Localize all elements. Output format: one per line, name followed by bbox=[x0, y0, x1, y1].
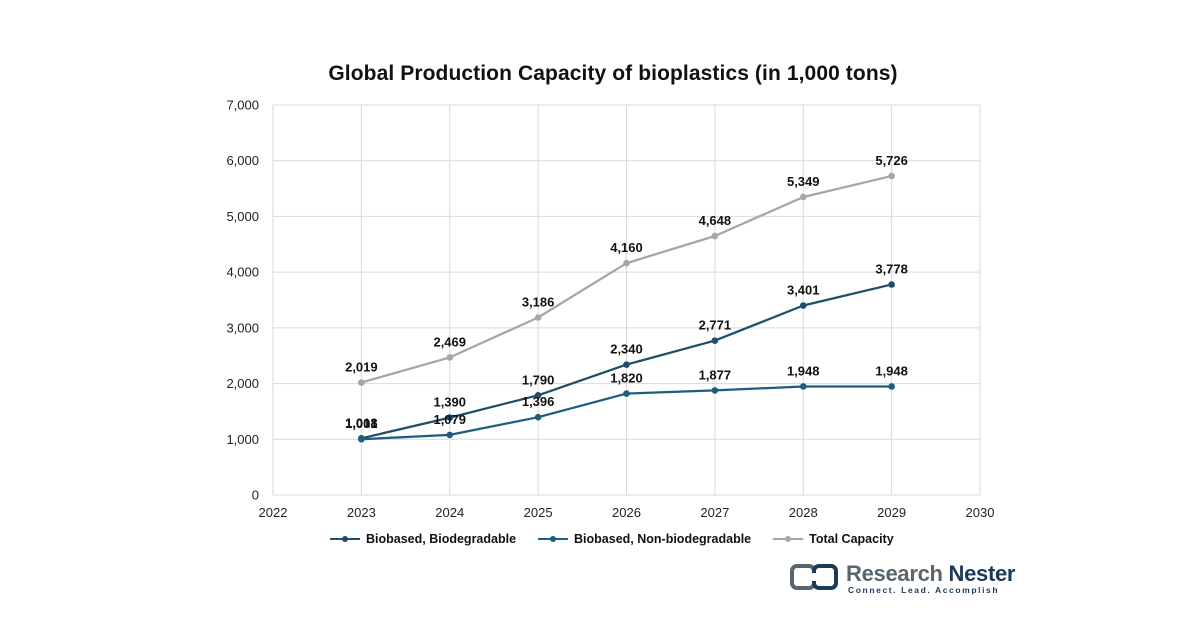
y-tick-label: 6,000 bbox=[226, 153, 259, 168]
y-tick-label: 2,000 bbox=[226, 376, 259, 391]
data-point bbox=[799, 302, 807, 309]
legend-label-series-1: Biobased, Biodegradable bbox=[366, 532, 517, 546]
data-point bbox=[623, 390, 630, 397]
legend-swatch-series-3 bbox=[773, 534, 804, 544]
data-label: 1,079 bbox=[433, 412, 466, 427]
y-tick-label: 3,000 bbox=[226, 320, 259, 335]
data-point bbox=[711, 337, 719, 344]
data-point bbox=[888, 172, 895, 180]
x-tick-label: 2027 bbox=[700, 505, 729, 520]
data-point bbox=[711, 232, 719, 240]
legend-label-series-2: Biobased, Non-biodegradable bbox=[574, 532, 752, 546]
data-label: 1,396 bbox=[522, 394, 555, 409]
y-tick-label: 4,000 bbox=[226, 265, 259, 280]
legend-item-series-1: Biobased, Biodegradable bbox=[330, 532, 516, 546]
x-tick-label: 2024 bbox=[435, 505, 464, 520]
data-label: 3,401 bbox=[787, 283, 820, 298]
data-point bbox=[711, 387, 719, 394]
brand-logo: Research Nester Connect. Lead. Accomplis… bbox=[788, 560, 1015, 596]
y-tick-label: 7,000 bbox=[226, 98, 259, 113]
x-tick-label: 2026 bbox=[612, 505, 641, 520]
data-label: 1,948 bbox=[787, 363, 820, 378]
data-point bbox=[623, 259, 630, 267]
x-tick-label: 2030 bbox=[966, 505, 995, 520]
y-tick-label: 1,000 bbox=[226, 432, 259, 447]
brand-name-part1: Research bbox=[846, 561, 949, 586]
data-point bbox=[799, 193, 807, 201]
brand-tagline: Connect. Lead. Accomplish bbox=[848, 585, 1000, 595]
legend-item-series-2: Biobased, Non-biodegradable bbox=[538, 532, 751, 546]
data-label: 1,790 bbox=[522, 372, 555, 387]
chart-legend: Biobased, Biodegradable Biobased, Non-bi… bbox=[330, 532, 894, 546]
data-point bbox=[534, 413, 542, 421]
data-label: 3,778 bbox=[875, 262, 908, 277]
chart-title: Global Production Capacity of bioplastic… bbox=[328, 62, 898, 85]
x-tick-label: 2025 bbox=[524, 505, 553, 520]
y-tick-label: 0 bbox=[252, 488, 259, 503]
legend-swatch-series-1 bbox=[330, 534, 360, 544]
data-label: 2,019 bbox=[345, 360, 378, 375]
brand-name-part2: Nester bbox=[948, 561, 1016, 586]
data-point bbox=[534, 314, 542, 321]
data-point bbox=[623, 361, 630, 368]
data-point bbox=[358, 379, 365, 386]
data-point bbox=[888, 281, 895, 288]
data-label: 4,160 bbox=[610, 240, 643, 255]
data-point bbox=[358, 435, 365, 443]
legend-label-series-3: Total Capacity bbox=[809, 532, 894, 546]
data-label: 3,186 bbox=[522, 294, 555, 309]
data-label: 1,877 bbox=[699, 367, 732, 382]
x-tick-label: 2029 bbox=[877, 505, 906, 520]
data-point bbox=[888, 383, 895, 390]
data-point bbox=[446, 354, 454, 361]
legend-item-series-3: Total Capacity bbox=[773, 532, 894, 546]
data-label: 1,820 bbox=[610, 371, 643, 386]
data-label: 1,390 bbox=[433, 395, 466, 410]
data-point bbox=[446, 431, 454, 439]
data-label: 5,349 bbox=[787, 174, 820, 189]
brand-logo-icon bbox=[790, 564, 838, 590]
data-point bbox=[799, 383, 807, 390]
x-tick-label: 2028 bbox=[789, 505, 818, 520]
data-label: 4,648 bbox=[699, 213, 732, 228]
data-label: 5,726 bbox=[875, 153, 908, 168]
data-point bbox=[534, 391, 542, 399]
y-tick-label: 5,000 bbox=[226, 209, 259, 224]
data-point bbox=[446, 414, 454, 421]
legend-swatch-series-2 bbox=[538, 534, 569, 544]
brand-name: Research Nester bbox=[846, 561, 1015, 587]
data-label: 2,469 bbox=[433, 334, 466, 349]
data-label: 2,771 bbox=[699, 318, 732, 333]
data-label: 1,018 bbox=[345, 415, 378, 430]
data-label: 1,948 bbox=[875, 363, 908, 378]
x-tick-label: 2022 bbox=[259, 505, 288, 520]
data-label: 2,340 bbox=[610, 342, 643, 357]
data-label: 1,001 bbox=[345, 416, 378, 431]
x-tick-label: 2023 bbox=[347, 505, 376, 520]
